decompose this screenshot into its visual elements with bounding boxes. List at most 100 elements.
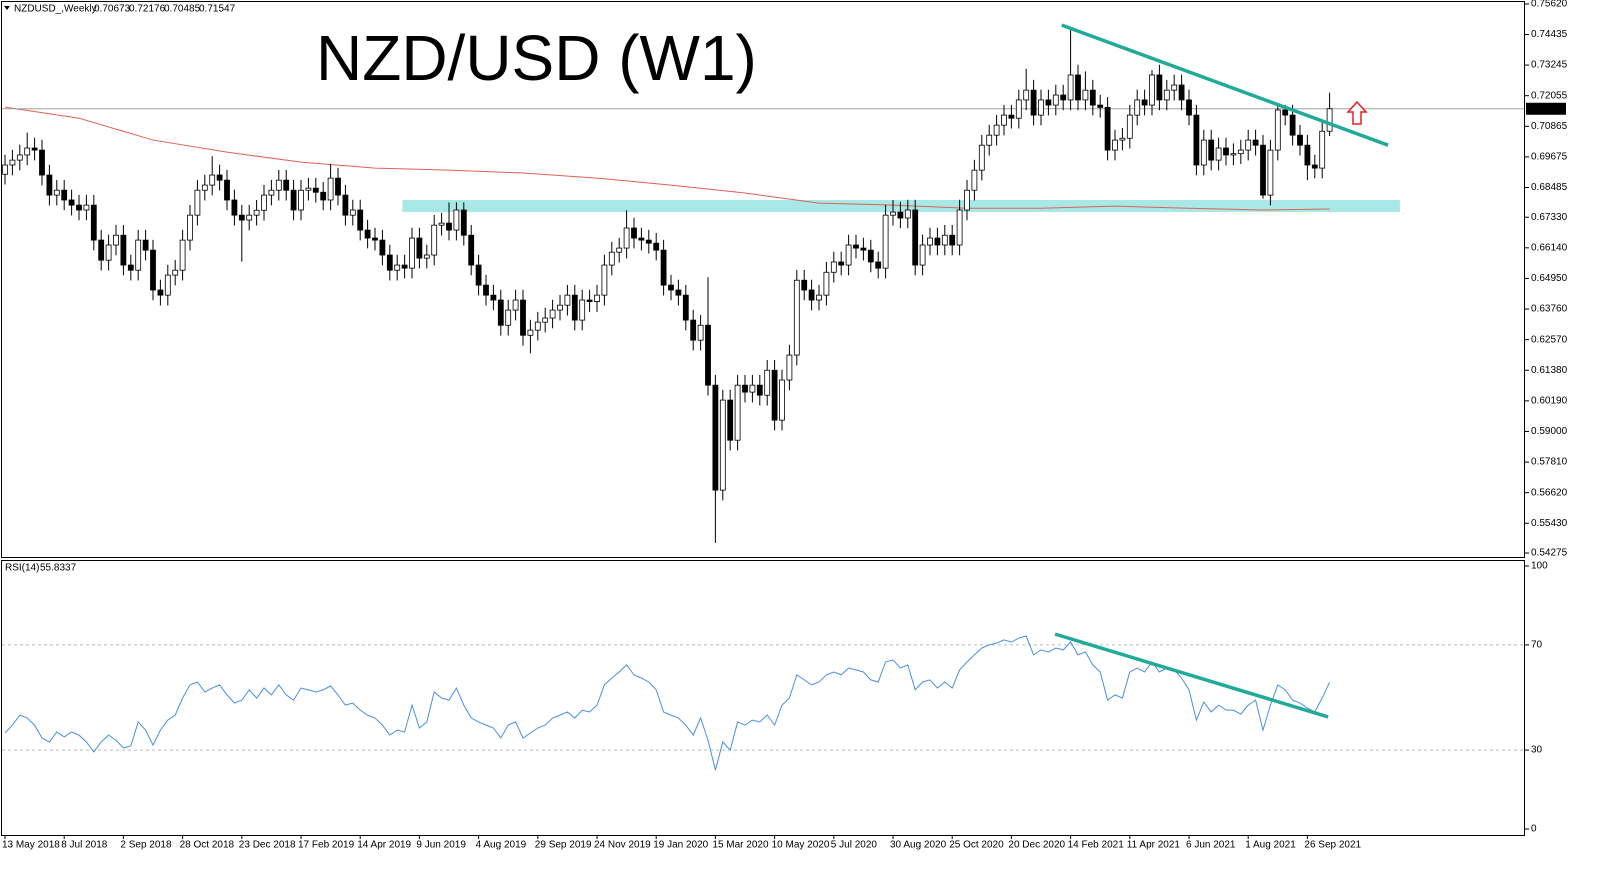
candle-body [1023, 89, 1030, 101]
candle-body [742, 384, 748, 393]
candle-body [90, 204, 97, 241]
candle-body [860, 247, 867, 251]
y-tick-label: 0.54275 [1531, 548, 1568, 559]
menu-arrow [4, 6, 10, 10]
candle-body [1156, 74, 1163, 101]
candle-body [534, 321, 541, 331]
x-tick-label: 28 Oct 2018 [180, 840, 235, 851]
candle-body [312, 187, 319, 193]
candle-body [520, 299, 526, 336]
candle-body [349, 209, 356, 216]
candle-body [564, 294, 571, 306]
candle-body [1274, 109, 1281, 151]
trendline [1061, 23, 1389, 147]
candle-body [1067, 74, 1074, 101]
candle-body [986, 134, 993, 146]
x-tick-label: 1 Aug 2021 [1245, 840, 1296, 851]
candle-body [1008, 114, 1015, 119]
candle-body [682, 294, 689, 321]
candle-body [261, 194, 267, 211]
candle-body [964, 189, 970, 211]
candle-body [549, 309, 556, 319]
candle-body [246, 214, 253, 221]
candle-body [756, 384, 763, 396]
candle-body [594, 294, 600, 302]
x-tick-label: 30 Aug 2020 [890, 840, 947, 851]
candle-body [919, 244, 926, 266]
y-tick-label: 0 [1531, 824, 1537, 835]
y-tick-label: 0.56620 [1531, 487, 1568, 498]
candle-body [253, 209, 260, 216]
candle-body [1015, 99, 1022, 119]
x-tick-label: 8 Jul 2018 [61, 840, 108, 851]
candle-body [971, 169, 978, 191]
candle-body [956, 209, 963, 246]
candle-body [275, 179, 282, 191]
last-price-label: 0.71547 [1529, 103, 1566, 114]
candle-body [216, 174, 223, 181]
candle-body [142, 239, 149, 251]
candle-body [409, 237, 415, 269]
x-tick-label: 9 Jun 2019 [416, 840, 466, 851]
last-price-box [1526, 102, 1566, 115]
plot-layer: 0.75620 0.74435 0.73245 0.72055 0.70865 0.696… [2, 0, 1568, 851]
candle-body [2, 164, 8, 175]
candle-body [867, 249, 874, 263]
rsi-value: 55.8337 [40, 563, 77, 574]
candle-body [890, 211, 896, 216]
y-tick-label: 0.57810 [1531, 457, 1568, 468]
y-tick-label: 0.64950 [1531, 273, 1568, 284]
x-tick-label: 14 Apr 2019 [357, 840, 411, 851]
candle-body [1052, 94, 1059, 106]
candle-body [1208, 139, 1215, 161]
candle-body [194, 189, 201, 216]
rsi-trendline [1054, 632, 1329, 719]
rsi-line [4, 635, 1331, 771]
candle-body [394, 264, 401, 271]
candle-body [808, 289, 815, 301]
candle-body [342, 194, 349, 216]
candle-body [438, 222, 445, 226]
candle-body [490, 294, 497, 301]
candle-body [497, 299, 504, 326]
candle-body [76, 204, 82, 211]
candle-body [853, 244, 859, 249]
candle-body [1119, 137, 1126, 141]
candle-body [771, 369, 778, 421]
x-tick-label: 5 Jul 2020 [831, 840, 878, 851]
candle-body [150, 249, 156, 291]
candle-body [1282, 109, 1289, 116]
candle-body [719, 399, 726, 491]
y-tick-label: 0.59000 [1531, 426, 1568, 437]
x-tick-label: 2 Sep 2018 [120, 840, 172, 851]
candle-body [357, 209, 364, 231]
candle-body [1075, 74, 1081, 101]
candle-body [1134, 99, 1141, 116]
x-tick-label: 25 Oct 2020 [949, 840, 1004, 851]
candle-body [1097, 104, 1104, 108]
candle-body [386, 254, 393, 271]
x-tick-label: 4 Aug 2019 [476, 840, 527, 851]
y-tick-label: 100 [1531, 561, 1548, 572]
candle-body [268, 189, 275, 196]
candle-body [453, 209, 460, 231]
candle-body [505, 309, 512, 326]
candle-body [290, 189, 297, 211]
candle-body [638, 237, 645, 241]
candle-body [586, 299, 593, 302]
candle-body [690, 319, 697, 341]
candle-body [882, 214, 889, 269]
y-tick-label: 0.63760 [1531, 304, 1568, 315]
candle-body [238, 214, 245, 221]
candle-body [135, 239, 142, 271]
candle-body [1171, 84, 1178, 91]
candle-body [364, 229, 371, 239]
candle-body [1200, 139, 1207, 166]
candle-body [1001, 114, 1007, 126]
candle-body [127, 264, 134, 271]
candle-body [608, 251, 615, 266]
candle-body [1267, 149, 1274, 196]
candle-body [283, 179, 290, 191]
candle-body [779, 379, 785, 421]
